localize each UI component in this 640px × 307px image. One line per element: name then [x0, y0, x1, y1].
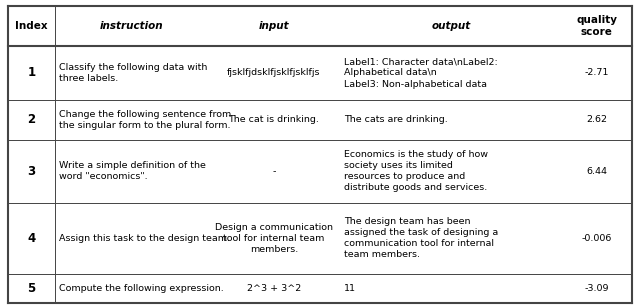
Text: Change the following sentence from
the singular form to the plural form.: Change the following sentence from the s…	[59, 110, 231, 130]
Text: 3: 3	[28, 165, 35, 178]
Text: 5: 5	[27, 282, 35, 295]
Text: input: input	[259, 21, 289, 31]
Text: Compute the following expression.: Compute the following expression.	[59, 284, 223, 293]
Text: -: -	[272, 167, 276, 176]
Text: 1: 1	[28, 66, 35, 80]
Text: quality
score: quality score	[576, 15, 618, 37]
Text: Assign this task to the design team.: Assign this task to the design team.	[59, 234, 230, 243]
Text: 4: 4	[27, 232, 35, 245]
Text: output: output	[431, 21, 470, 31]
Text: Label1: Character data\nLabel2:
Alphabetical data\n
Label3: Non-alphabetical dat: Label1: Character data\nLabel2: Alphabet…	[344, 57, 498, 88]
Text: 11: 11	[344, 284, 356, 293]
Text: 2.62: 2.62	[586, 115, 607, 125]
Text: Write a simple definition of the
word "economics".: Write a simple definition of the word "e…	[59, 161, 205, 181]
Text: Design a communication
tool for internal team
members.: Design a communication tool for internal…	[215, 223, 333, 254]
Text: The cat is drinking.: The cat is drinking.	[228, 115, 319, 125]
Text: Index: Index	[15, 21, 47, 31]
Text: 2: 2	[28, 114, 35, 126]
Text: -0.006: -0.006	[582, 234, 612, 243]
Text: The design team has been
assigned the task of designing a
communication tool for: The design team has been assigned the ta…	[344, 217, 499, 259]
Text: The cats are drinking.: The cats are drinking.	[344, 115, 448, 125]
Text: Classify the following data with
three labels.: Classify the following data with three l…	[59, 63, 207, 83]
Text: instruction: instruction	[99, 21, 163, 31]
Text: 6.44: 6.44	[586, 167, 607, 176]
Text: -2.71: -2.71	[584, 68, 609, 77]
Text: fjsklfjdsklfjsklfjsklfjs: fjsklfjdsklfjsklfjsklfjs	[227, 68, 321, 77]
Text: -3.09: -3.09	[584, 284, 609, 293]
Text: 2^3 + 3^2: 2^3 + 3^2	[247, 284, 301, 293]
Text: Economics is the study of how
society uses its limited
resources to produce and
: Economics is the study of how society us…	[344, 150, 488, 192]
